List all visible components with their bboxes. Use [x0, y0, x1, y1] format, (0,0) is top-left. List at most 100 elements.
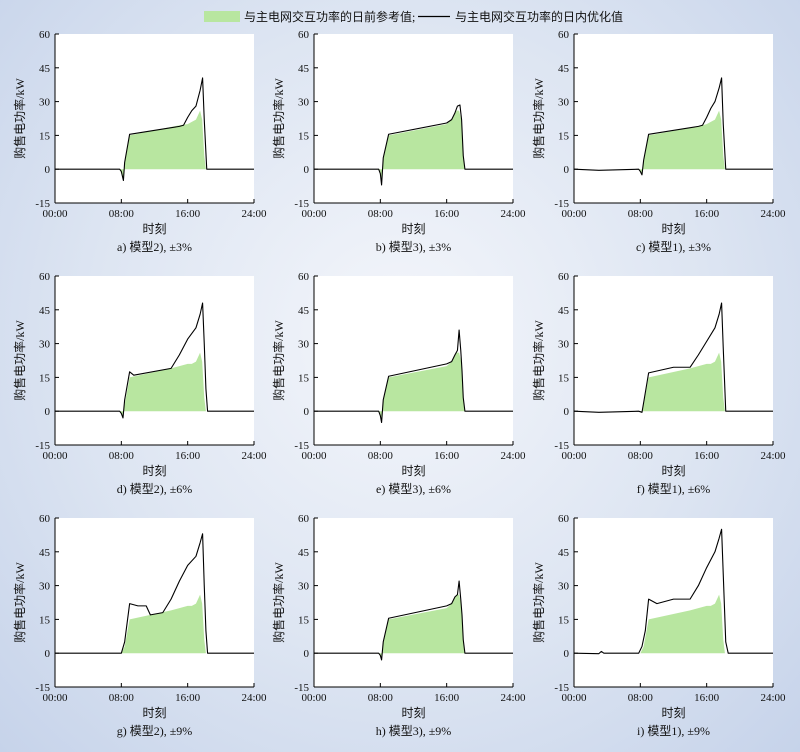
legend-ref-swatch	[204, 11, 240, 22]
x-tick-label: 16:00	[434, 450, 460, 462]
optimized-line	[314, 104, 513, 186]
x-tick-label: 00:00	[301, 692, 327, 704]
panel-caption: d) 模型2), ±6%	[117, 482, 193, 496]
x-axis-label: 时刻	[142, 222, 166, 236]
y-tick-label: 60	[39, 271, 51, 283]
x-tick-label: 24:00	[241, 450, 267, 462]
plot-area	[55, 518, 254, 687]
y-tick-label: 45	[39, 547, 51, 559]
plot-area	[574, 518, 773, 687]
x-axis-label: 时刻	[401, 706, 425, 720]
x-tick-label: 08:00	[628, 208, 654, 220]
x-tick-label: 08:00	[109, 208, 135, 220]
x-axis-label: 时刻	[142, 706, 166, 720]
y-tick-label: 45	[298, 63, 310, 75]
x-tick-label: 16:00	[434, 692, 460, 704]
y-axis-label: 购售电功率/kW	[271, 562, 286, 643]
y-tick-label: 15	[558, 614, 570, 626]
y-tick-label: 60	[558, 513, 570, 525]
chart-panel: -15 0 15 30 45 60 00:00 08:00 16:00 24:00 时刻 购售电功率/…	[531, 29, 786, 254]
y-tick-label: 0	[45, 406, 51, 418]
y-tick-label: -15	[35, 682, 50, 694]
chart-panel: -15 0 15 30 45 60 00:00 08:00 16:00 24:00 时刻 购售电功率/…	[12, 29, 267, 254]
x-tick-label: 00:00	[561, 692, 587, 704]
y-tick-label: -15	[294, 682, 309, 694]
y-tick-label: 45	[558, 547, 570, 559]
panel-caption: i) 模型1), ±9%	[637, 724, 710, 738]
x-tick-label: 16:00	[694, 450, 720, 462]
x-tick-label: 16:00	[175, 692, 201, 704]
x-tick-label: 08:00	[628, 692, 654, 704]
y-tick-label: 15	[39, 614, 51, 626]
y-axis-label: 购售电功率/kW	[531, 562, 546, 643]
reference-area	[55, 352, 254, 418]
optimized-line	[55, 302, 254, 419]
panel-caption: h) 模型3), ±9%	[376, 724, 452, 738]
optimized-line	[55, 533, 254, 654]
reference-area	[574, 110, 773, 174]
x-tick-label: 08:00	[628, 450, 654, 462]
y-tick-label: 15	[558, 130, 570, 142]
x-tick-label: 00:00	[301, 208, 327, 220]
y-tick-label: 60	[298, 513, 310, 525]
x-tick-label: 00:00	[42, 692, 68, 704]
y-tick-label: 0	[304, 406, 310, 418]
y-tick-label: 30	[39, 581, 51, 593]
x-tick-label: 24:00	[500, 450, 526, 462]
chart-panel: -15 0 15 30 45 60 00:00 08:00 16:00 24:00 时刻 购售电功率/…	[271, 271, 526, 496]
chart-panel: -15 0 15 30 45 60 00:00 08:00 16:00 24:00 时刻 购售电功率/…	[531, 271, 786, 496]
legend-opt-label: 与主电网交互功率的日内优化值	[455, 9, 623, 24]
y-tick-label: -15	[35, 440, 50, 452]
y-tick-label: 45	[558, 305, 570, 317]
y-tick-label: 60	[558, 271, 570, 283]
plot-area	[314, 34, 513, 203]
y-tick-label: 30	[558, 97, 570, 109]
chart-panel: -15 0 15 30 45 60 00:00 08:00 16:00 24:00 时刻 购售电功率/…	[12, 513, 267, 738]
plot-area	[314, 276, 513, 445]
y-tick-label: 60	[558, 29, 570, 41]
optimized-line	[314, 329, 513, 424]
panel-caption: e) 模型3), ±6%	[376, 482, 451, 496]
y-tick-label: -15	[294, 440, 309, 452]
y-tick-label: 15	[298, 130, 310, 142]
legend: 与主电网交互功率的日前参考值; 与主电网交互功率的日内优化值	[204, 9, 623, 24]
y-axis-label: 购售电功率/kW	[531, 78, 546, 159]
plot-area	[314, 518, 513, 687]
y-tick-label: 60	[298, 271, 310, 283]
y-tick-label: 45	[39, 63, 51, 75]
reference-area	[55, 110, 254, 181]
y-axis-label: 购售电功率/kW	[12, 562, 27, 643]
chart-panel: -15 0 15 30 45 60 00:00 08:00 16:00 24:00 时刻 购售电功率/…	[531, 513, 786, 738]
y-tick-label: 15	[298, 372, 310, 384]
x-tick-label: 08:00	[368, 450, 394, 462]
reference-area	[314, 352, 513, 423]
x-axis-label: 时刻	[661, 706, 685, 720]
optimized-line	[314, 580, 513, 661]
y-tick-label: 15	[39, 130, 51, 142]
y-tick-label: -15	[294, 198, 309, 210]
y-tick-label: 0	[304, 164, 310, 176]
reference-area	[314, 110, 513, 185]
panel-caption: f) 模型1), ±6%	[637, 482, 711, 496]
y-tick-label: 45	[558, 63, 570, 75]
panel-caption: g) 模型2), ±9%	[117, 724, 193, 738]
y-tick-label: 15	[39, 372, 51, 384]
x-tick-label: 00:00	[42, 450, 68, 462]
y-tick-label: 30	[39, 339, 51, 351]
x-axis-label: 时刻	[661, 464, 685, 478]
x-axis-label: 时刻	[661, 222, 685, 236]
x-tick-label: 24:00	[500, 692, 526, 704]
x-tick-label: 08:00	[109, 450, 135, 462]
reference-area	[574, 594, 773, 654]
optimized-line	[573, 77, 773, 176]
y-tick-label: 0	[564, 648, 570, 660]
x-tick-label: 24:00	[760, 692, 786, 704]
x-tick-label: 16:00	[175, 450, 201, 462]
y-tick-label: 45	[298, 305, 310, 317]
x-tick-label: 16:00	[694, 692, 720, 704]
x-tick-label: 08:00	[368, 692, 394, 704]
chart-panel: -15 0 15 30 45 60 00:00 08:00 16:00 24:00 时刻 购售电功率/…	[271, 29, 526, 254]
y-axis-label: 购售电功率/kW	[271, 78, 286, 159]
reference-area	[574, 352, 773, 413]
